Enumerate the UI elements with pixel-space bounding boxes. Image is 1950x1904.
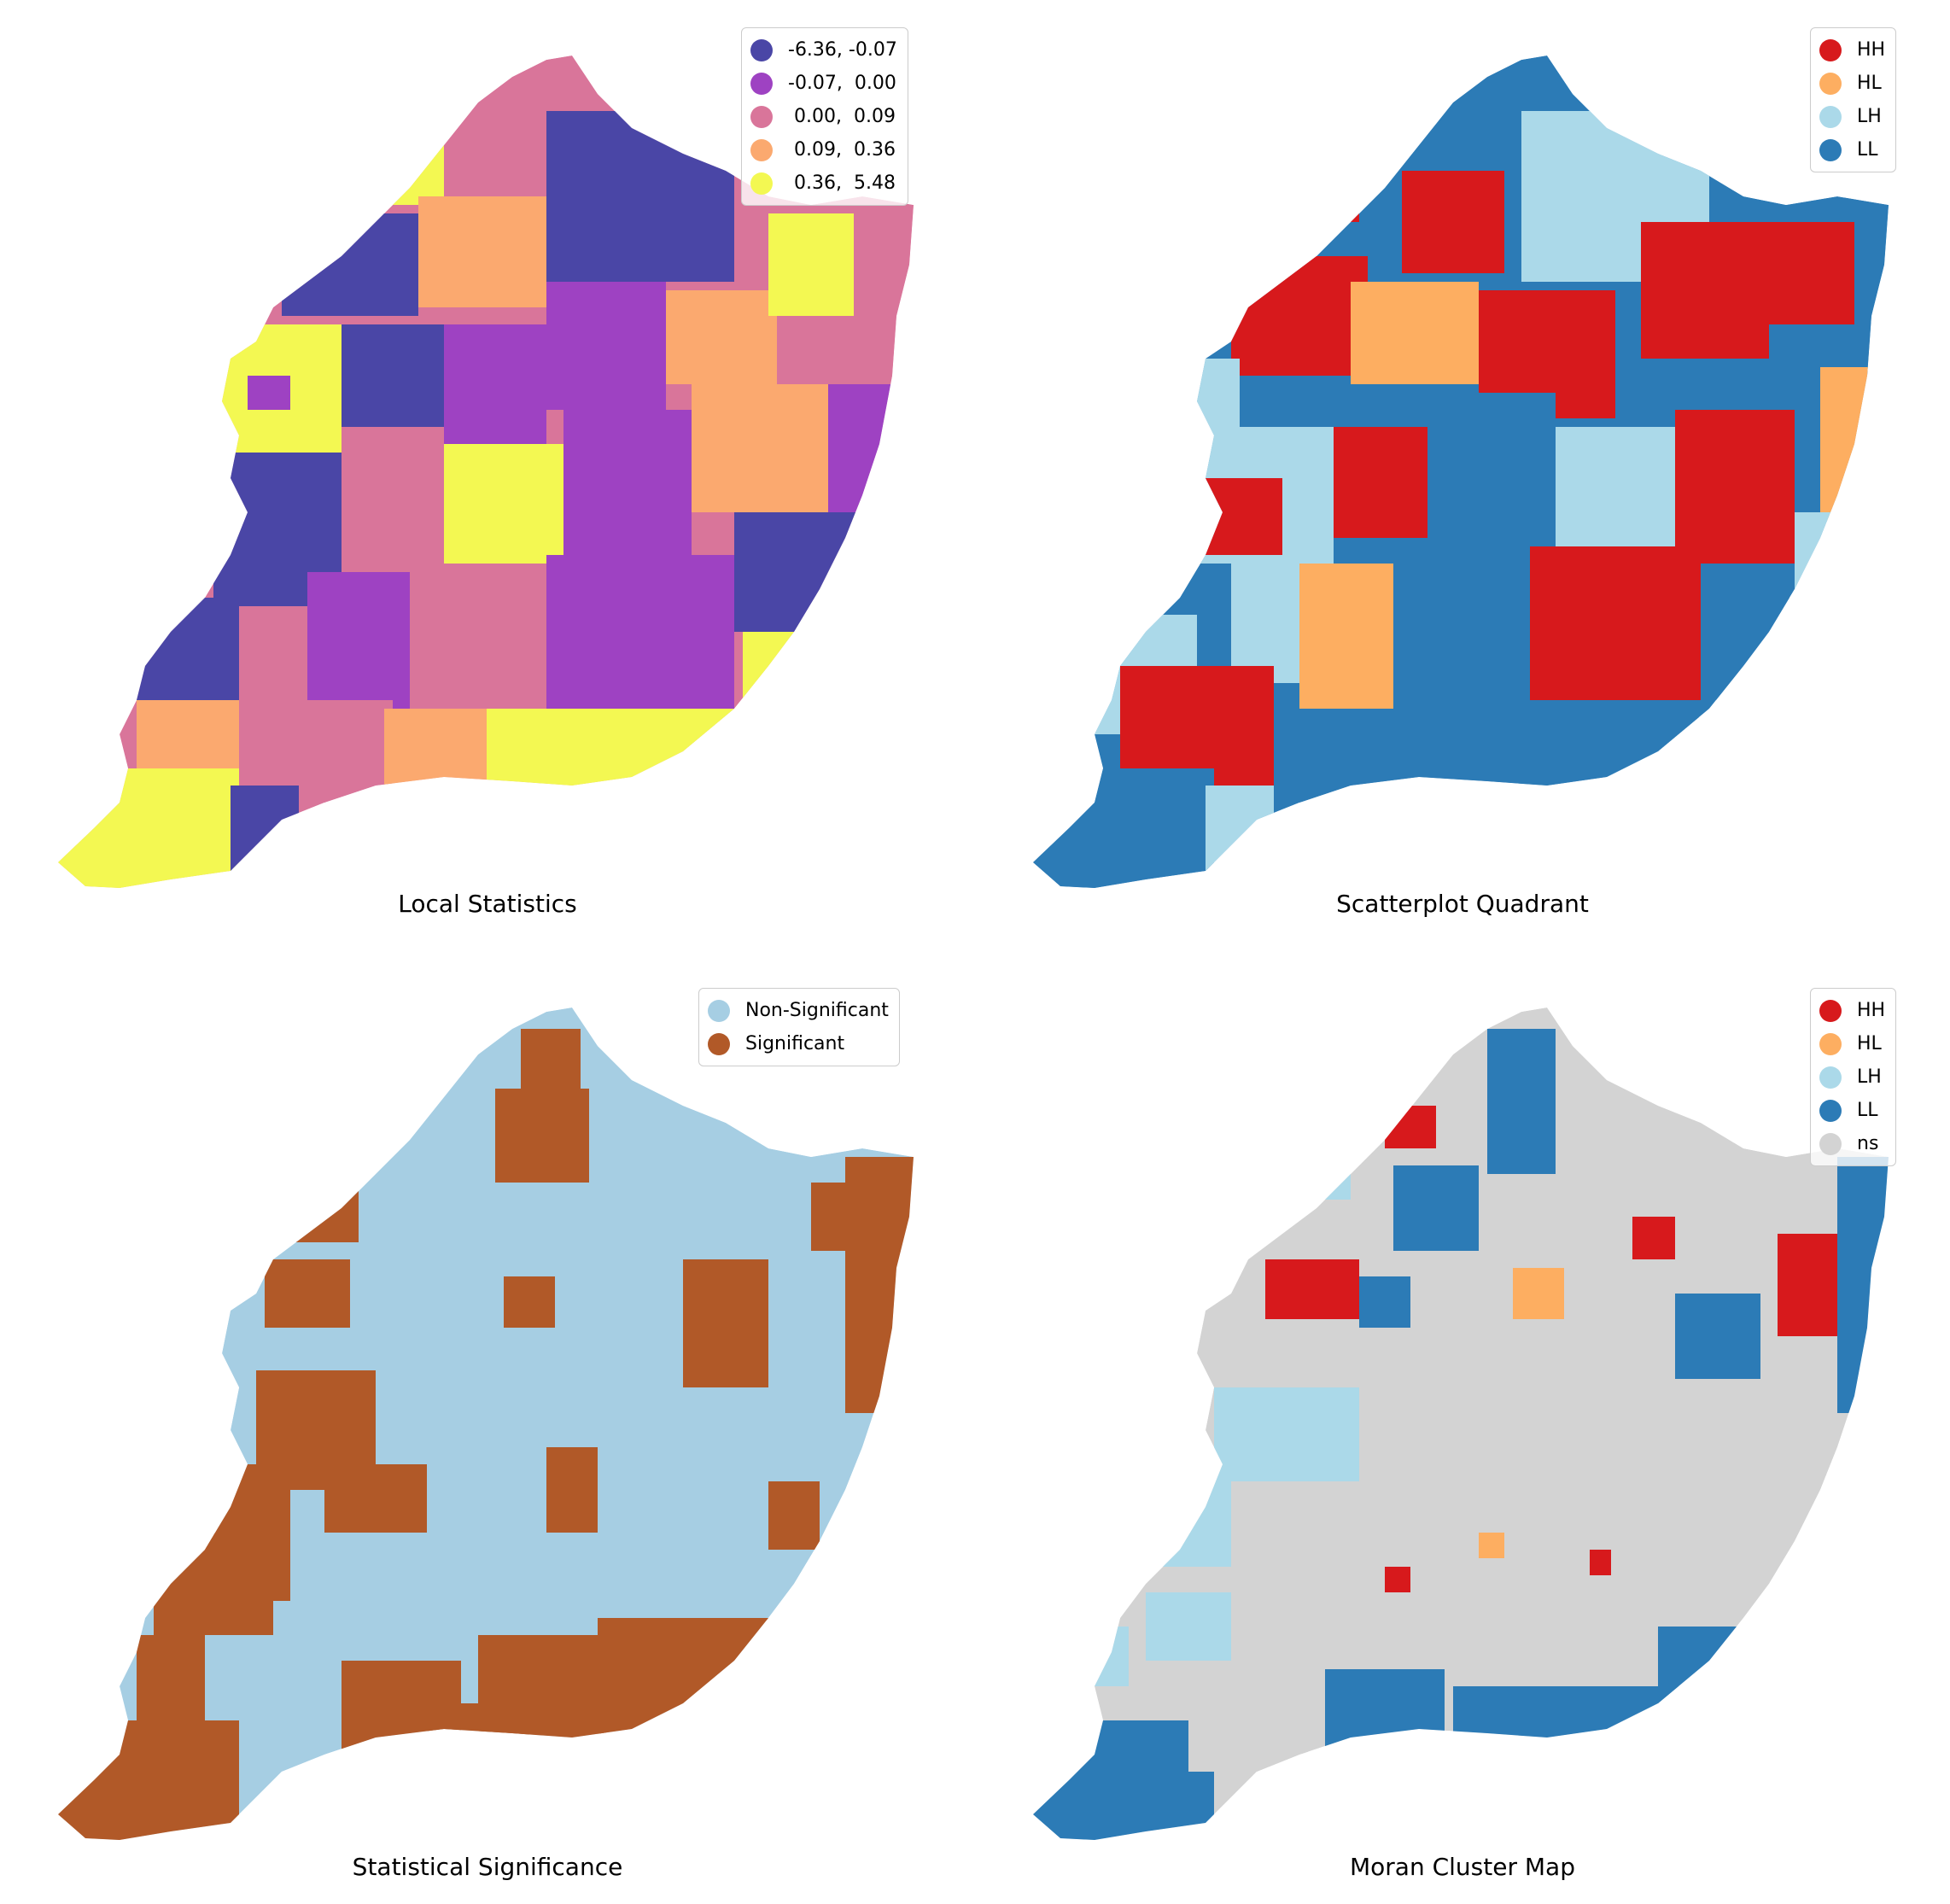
legend-item: LH <box>1819 100 1885 133</box>
legend-local-statistics: -6.36, -0.07 -0.07, 0.00 0.00, 0.09 0.09… <box>741 27 908 206</box>
legend-scatterplot-quadrant: HH HL LH LL <box>1810 27 1897 172</box>
legend-item: -6.36, -0.07 <box>750 33 897 67</box>
legend-marker <box>1819 1132 1842 1155</box>
legend-label: Significant <box>745 1033 845 1054</box>
legend-marker <box>750 138 773 161</box>
panel-title: Statistical Significance <box>352 1853 623 1881</box>
legend-marker <box>708 999 730 1022</box>
legend-marker <box>1819 1066 1842 1089</box>
legend-marker <box>1819 1032 1842 1055</box>
legend-item: HH <box>1819 33 1885 67</box>
legend-label: LH <box>1857 1066 1882 1088</box>
legend-label: HH <box>1857 39 1886 61</box>
legend-item: HH <box>1819 994 1885 1027</box>
legend-item: 0.00, 0.09 <box>750 100 897 133</box>
legend-label: HL <box>1857 1033 1882 1054</box>
legend-label: LL <box>1857 139 1878 161</box>
legend-label: 0.36, 5.48 <box>788 172 896 194</box>
legend-item: HL <box>1819 1027 1885 1060</box>
map-statistical-significance <box>58 1007 914 1840</box>
panel-title: Local Statistics <box>398 890 577 918</box>
legend-item: -0.07, 0.00 <box>750 67 897 100</box>
legend-marker <box>1819 999 1842 1022</box>
legend-item: LH <box>1819 1060 1885 1094</box>
legend-marker <box>1819 105 1842 128</box>
panel-moran-cluster-map: HH HL LH LL ns Moran Cluster Map <box>975 952 1950 1904</box>
legend-marker <box>1819 38 1842 61</box>
legend-item: LL <box>1819 133 1885 166</box>
legend-label: 0.00, 0.09 <box>788 106 896 127</box>
legend-statistical-significance: Non-Significant Significant <box>698 988 900 1066</box>
panel-scatterplot-quadrant: HH HL LH LL Scatterplot Quadrant <box>975 0 1950 952</box>
map-moran-cluster <box>1033 1007 1889 1840</box>
legend-label: LH <box>1857 106 1882 127</box>
legend-label: Non-Significant <box>745 1000 889 1021</box>
legend-item: Significant <box>708 1027 889 1060</box>
legend-label: -0.07, 0.00 <box>788 73 896 94</box>
legend-label: LL <box>1857 1100 1878 1121</box>
legend-marker <box>708 1032 730 1055</box>
legend-label: -6.36, -0.07 <box>788 39 897 61</box>
legend-marker <box>1819 138 1842 161</box>
legend-marker <box>750 72 773 95</box>
legend-label: ns <box>1857 1133 1879 1154</box>
legend-item: LL <box>1819 1094 1885 1127</box>
legend-item: 0.09, 0.36 <box>750 133 897 166</box>
legend-marker <box>750 105 773 128</box>
legend-moran-cluster: HH HL LH LL ns <box>1810 988 1897 1166</box>
legend-label: HH <box>1857 1000 1886 1021</box>
legend-marker <box>1819 1099 1842 1122</box>
panel-title: Moran Cluster Map <box>1350 1853 1575 1881</box>
legend-label: HL <box>1857 73 1882 94</box>
legend-item: ns <box>1819 1127 1885 1160</box>
legend-marker <box>750 172 773 195</box>
legend-item: HL <box>1819 67 1885 100</box>
panel-statistical-significance: Non-Significant Significant Statistical … <box>0 952 975 1904</box>
legend-label: 0.09, 0.36 <box>788 139 896 161</box>
legend-marker <box>1819 72 1842 95</box>
panel-title: Scatterplot Quadrant <box>1336 890 1589 918</box>
legend-marker <box>750 38 773 61</box>
map-local-statistics <box>58 55 914 888</box>
legend-item: 0.36, 5.48 <box>750 166 897 200</box>
legend-item: Non-Significant <box>708 994 889 1027</box>
map-scatterplot-quadrant <box>1033 55 1889 888</box>
panel-local-statistics: -6.36, -0.07 -0.07, 0.00 0.00, 0.09 0.09… <box>0 0 975 952</box>
